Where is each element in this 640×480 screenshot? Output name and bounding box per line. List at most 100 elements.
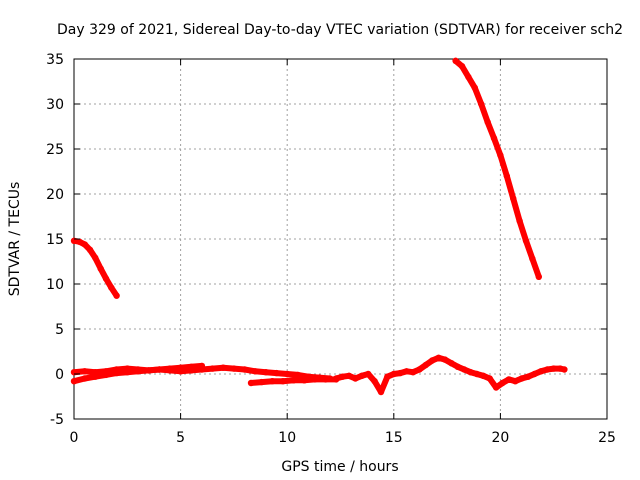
data-point <box>371 378 378 385</box>
data-layer <box>70 57 568 396</box>
data-point <box>156 366 163 373</box>
chart-title: Day 329 of 2021, Sidereal Day-to-day VTE… <box>57 22 623 38</box>
data-point <box>345 372 353 379</box>
data-point <box>102 275 110 282</box>
y-tick-label: 20 <box>46 187 64 203</box>
data-point <box>544 366 551 373</box>
data-point <box>113 366 120 373</box>
data-point <box>76 238 83 245</box>
data-point <box>422 361 429 369</box>
data-point <box>113 292 120 299</box>
data-point <box>279 378 287 385</box>
x-tick-label: 20 <box>491 430 509 446</box>
y-tick-label: 25 <box>46 142 64 158</box>
data-point <box>86 246 94 253</box>
data-point <box>441 356 449 363</box>
data-point <box>454 363 461 370</box>
data-point <box>458 62 466 70</box>
data-point <box>531 370 538 378</box>
axis-ticks: 0 5 10 15 20 25 -5 0 5 10 15 20 25 30 35 <box>46 52 616 446</box>
data-point <box>258 378 265 386</box>
data-point <box>529 255 536 262</box>
data-point <box>166 367 174 374</box>
data-point <box>273 369 280 377</box>
data-point <box>384 373 391 380</box>
data-point <box>339 373 346 380</box>
data-point <box>358 372 365 379</box>
data-point <box>252 368 259 375</box>
data-point <box>322 376 329 383</box>
data-point <box>390 370 397 378</box>
y-tick-label: 10 <box>46 277 64 293</box>
data-point <box>301 377 308 384</box>
data-point <box>510 195 517 202</box>
series-late-decline <box>452 57 542 280</box>
data-point <box>473 370 481 378</box>
data-point <box>198 366 206 373</box>
data-point <box>535 273 542 280</box>
data-point <box>97 265 104 272</box>
data-point <box>92 373 99 380</box>
data-point <box>561 366 568 373</box>
data-point <box>484 118 491 126</box>
data-point <box>505 376 513 383</box>
y-tick-label: -5 <box>50 412 64 428</box>
x-tick-label: 10 <box>278 430 296 446</box>
data-point <box>177 368 184 375</box>
data-point <box>92 254 99 262</box>
data-point <box>269 378 276 385</box>
x-tick-label: 15 <box>385 430 403 446</box>
data-point <box>492 384 500 391</box>
data-point <box>537 368 545 375</box>
data-point <box>284 370 291 378</box>
data-point <box>435 354 442 361</box>
x-tick-label: 0 <box>70 430 79 446</box>
data-point <box>294 371 302 379</box>
data-point <box>311 376 319 383</box>
data-point <box>497 152 504 159</box>
data-point <box>416 366 423 373</box>
data-point <box>403 368 410 375</box>
data-point <box>490 135 498 142</box>
data-point <box>512 378 519 385</box>
data-point <box>448 360 455 367</box>
data-point <box>503 172 510 180</box>
data-point <box>397 369 404 377</box>
y-tick-label: 5 <box>55 322 64 338</box>
data-point <box>230 365 238 372</box>
x-tick-label: 25 <box>598 430 616 446</box>
data-point <box>241 366 248 373</box>
data-point <box>81 241 88 248</box>
data-point <box>134 366 142 373</box>
data-point <box>209 365 216 372</box>
data-point <box>499 379 506 387</box>
data-point <box>478 100 485 108</box>
data-point <box>524 373 532 380</box>
data-point <box>486 375 493 382</box>
x-tick-label: 5 <box>176 430 185 446</box>
data-point <box>465 73 472 81</box>
y-tick-label: 0 <box>55 367 64 383</box>
data-point <box>220 364 227 371</box>
data-point <box>124 365 131 372</box>
data-point <box>518 375 525 382</box>
data-point <box>247 379 255 387</box>
data-point <box>377 388 385 396</box>
y-tick-label: 30 <box>46 97 64 113</box>
data-point <box>365 370 372 378</box>
data-point <box>429 357 436 364</box>
data-point <box>108 284 115 291</box>
data-point <box>145 367 152 374</box>
grid-lines <box>74 59 607 419</box>
data-point <box>188 367 195 374</box>
data-point <box>81 368 88 375</box>
y-tick-label: 35 <box>46 52 64 68</box>
data-point <box>516 217 523 225</box>
data-point <box>467 369 474 376</box>
data-point <box>461 366 468 373</box>
data-point <box>81 375 88 382</box>
data-point <box>70 378 78 385</box>
data-point <box>290 377 297 384</box>
data-point <box>92 369 99 376</box>
